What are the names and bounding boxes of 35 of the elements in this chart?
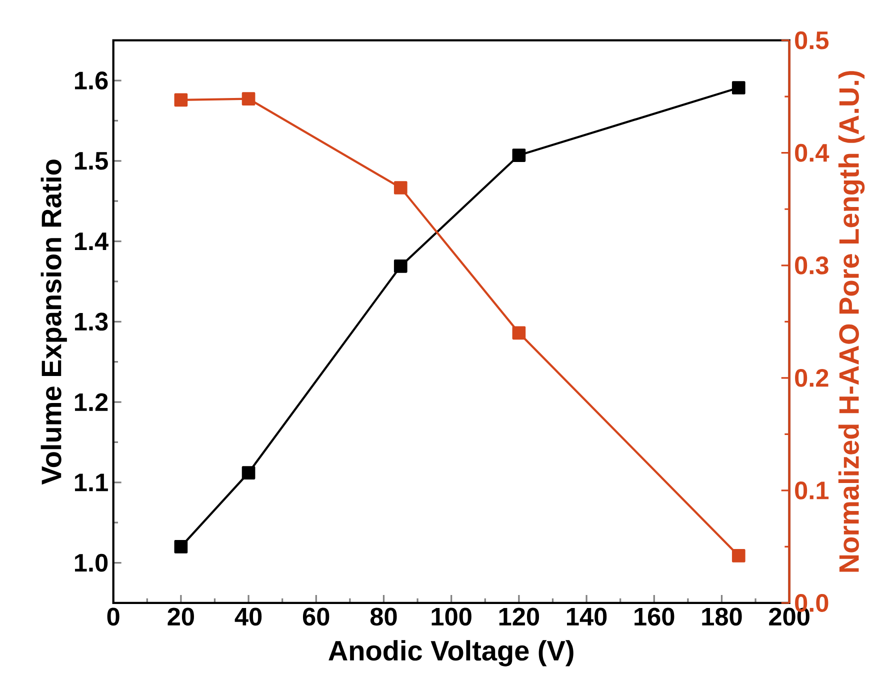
point	[732, 81, 746, 94]
y-tick-label: 1.3	[75, 312, 108, 331]
y2-tick-label: 0.4	[795, 144, 830, 162]
point	[394, 181, 408, 194]
x-tick-label: 120	[499, 608, 540, 626]
point	[174, 540, 188, 554]
x-tick-label: 140	[566, 608, 607, 626]
point	[512, 148, 526, 162]
x-tick-label: 80	[370, 608, 397, 626]
x-tick-label: 160	[634, 608, 674, 626]
y2-tick-label: 0.5	[795, 31, 829, 50]
point	[174, 93, 188, 107]
x-tick-label: 40	[234, 608, 262, 626]
x-tick-label: 100	[432, 608, 472, 626]
point	[242, 466, 256, 480]
y-axis-title: Volume Expansion Ratio	[40, 160, 67, 485]
point	[394, 260, 408, 273]
x-tick-label: 60	[302, 608, 330, 626]
x-tick-label: 20	[168, 608, 194, 626]
y2-tick-label: 0.1	[795, 481, 829, 500]
point	[512, 326, 526, 340]
x-tick-label: 180	[702, 608, 742, 626]
point	[732, 549, 746, 562]
x-axis-title: Anodic Voltage (V)	[328, 640, 574, 666]
y-tick-label: 1.1	[75, 474, 108, 492]
y-tick-label: 1.2	[75, 393, 108, 411]
x-tick-label: 0	[107, 608, 120, 626]
y2-tick-label: 0.2	[795, 368, 828, 387]
y-tick-label: 1.0	[75, 554, 108, 572]
y2-tick-label: 0.3	[795, 256, 828, 274]
y-tick-label: 1.6	[75, 72, 108, 90]
y-tick-label: 1.4	[75, 232, 108, 250]
y-tick-label: 1.5	[75, 152, 108, 170]
point	[242, 92, 256, 106]
y2-axis-title: Normalized H-AAO Pore Length (A.U.)	[838, 71, 865, 572]
